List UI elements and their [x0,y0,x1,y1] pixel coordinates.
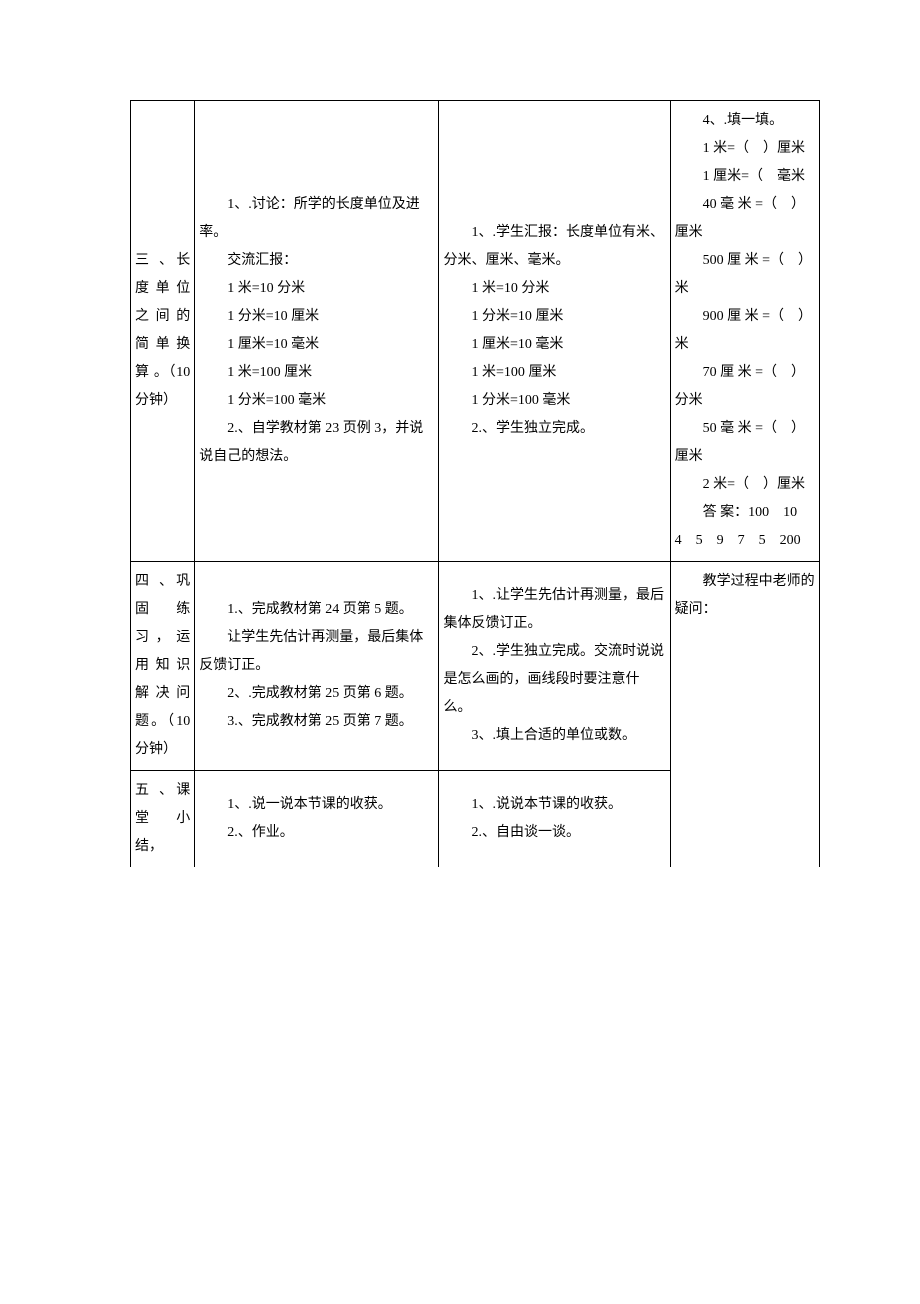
student-activity: 1、.说说本节课的收获。 2.、自由谈一谈。 [439,771,670,868]
paragraph: 3.、完成教材第 25 页第 7 题。 [199,708,434,736]
paragraph: 1 分米=10 厘米 [443,303,665,331]
paragraph: 1、.让学生先估计再测量，最后集体反馈订正。 [443,582,665,638]
paragraph: 1.、完成教材第 24 页第 5 题。 [199,596,434,624]
section-title: 五 、课 堂 小结， [135,777,190,861]
paragraph: 2、.完成教材第 25 页第 6 题。 [199,680,434,708]
paragraph: 2.、自由谈一谈。 [443,819,665,847]
paragraph: 2.、作业。 [199,819,434,847]
teacher-question-column: 教学过程中老师的疑问： [670,562,819,868]
paragraph: 1、.说说本节课的收获。 [443,791,665,819]
paragraph: 1、.说一说本节课的收获。 [199,791,434,819]
paragraph: 1 米=100 厘米 [443,359,665,387]
paragraph: 4、.填一填。 [675,107,815,135]
paragraph: 40 毫 米 =（ ）厘米 [675,191,815,247]
paragraph: 3、.填上合适的单位或数。 [443,722,665,750]
paragraph: 1 分米=10 厘米 [199,303,434,331]
section-label: 五 、课 堂 小结， [131,771,195,868]
paragraph: 2.、自学教材第 23 页例 3，并说说自己的想法。 [199,415,434,471]
paragraph: 1、.学生汇报：长度单位有米、分米、厘米、毫米。 [443,219,665,275]
paragraph: 2.、学生独立完成。 [443,415,665,443]
paragraph: 交流汇报： [199,247,434,275]
paragraph: 1 厘米=（ 毫米 [675,163,815,191]
exercise-column: 4、.填一填。 1 米=（ ）厘米 1 厘米=（ 毫米 40 毫 米 =（ ）厘… [670,101,819,562]
paragraph: 让学生先估计再测量，最后集体反馈订正。 [199,624,434,680]
student-activity: 1、.学生汇报：长度单位有米、分米、厘米、毫米。 1 米=10 分米 1 分米=… [439,101,670,562]
paragraph: 1 米=10 分米 [199,275,434,303]
teacher-activity: 1、.说一说本节课的收获。 2.、作业。 [195,771,439,868]
paragraph: 1 分米=100 毫米 [443,387,665,415]
paragraph: 1 厘米=10 毫米 [199,331,434,359]
paragraph: 1 厘米=10 毫米 [443,331,665,359]
paragraph: 70 厘 米 =（ ）分米 [675,359,815,415]
table-row: 三 、长 度 单 位 之 间 的 简 单 换 算 。（10 分钟） 1、.讨论：… [131,101,820,562]
paragraph: 1、.讨论：所学的长度单位及进率。 [199,191,434,247]
paragraph: 500 厘 米 =（ ）米 [675,247,815,303]
paragraph: 900 厘 米 =（ ）米 [675,303,815,359]
section-title: 三 、长 度 单 位 之 间 的 简 单 换 算 。（10 分钟） [135,247,190,415]
paragraph: 2 米=（ ）厘米 [675,471,815,499]
paragraph: 1 分米=100 毫米 [199,387,434,415]
table-row: 四 、巩 固 练习，运 用 知 识 解 决 问题。（10 分钟） 1.、完成教材… [131,562,820,771]
page: 三 、长 度 单 位 之 间 的 简 单 换 算 。（10 分钟） 1、.讨论：… [0,0,920,1304]
paragraph: 2、.学生独立完成。交流时说说是怎么画的，画线段时要注意什么。 [443,638,665,722]
paragraph: 教学过程中老师的疑问： [675,568,815,624]
paragraph: 1 米=（ ）厘米 [675,135,815,163]
paragraph: 1 米=100 厘米 [199,359,434,387]
teacher-activity: 1、.讨论：所学的长度单位及进率。 交流汇报： 1 米=10 分米 1 分米=1… [195,101,439,562]
section-title: 四 、巩 固 练习，运 用 知 识 解 决 问题。（10 分钟） [135,568,190,764]
section-label: 四 、巩 固 练习，运 用 知 识 解 决 问题。（10 分钟） [131,562,195,771]
teacher-activity: 1.、完成教材第 24 页第 5 题。 让学生先估计再测量，最后集体反馈订正。 … [195,562,439,771]
paragraph: 1 米=10 分米 [443,275,665,303]
paragraph: 50 毫 米 =（ ）厘米 [675,415,815,471]
student-activity: 1、.让学生先估计再测量，最后集体反馈订正。 2、.学生独立完成。交流时说说是怎… [439,562,670,771]
paragraph: 答 案：100 10 4 5 9 7 5 200 [675,499,815,555]
section-label: 三 、长 度 单 位 之 间 的 简 单 换 算 。（10 分钟） [131,101,195,562]
lesson-plan-table: 三 、长 度 单 位 之 间 的 简 单 换 算 。（10 分钟） 1、.讨论：… [130,100,820,867]
